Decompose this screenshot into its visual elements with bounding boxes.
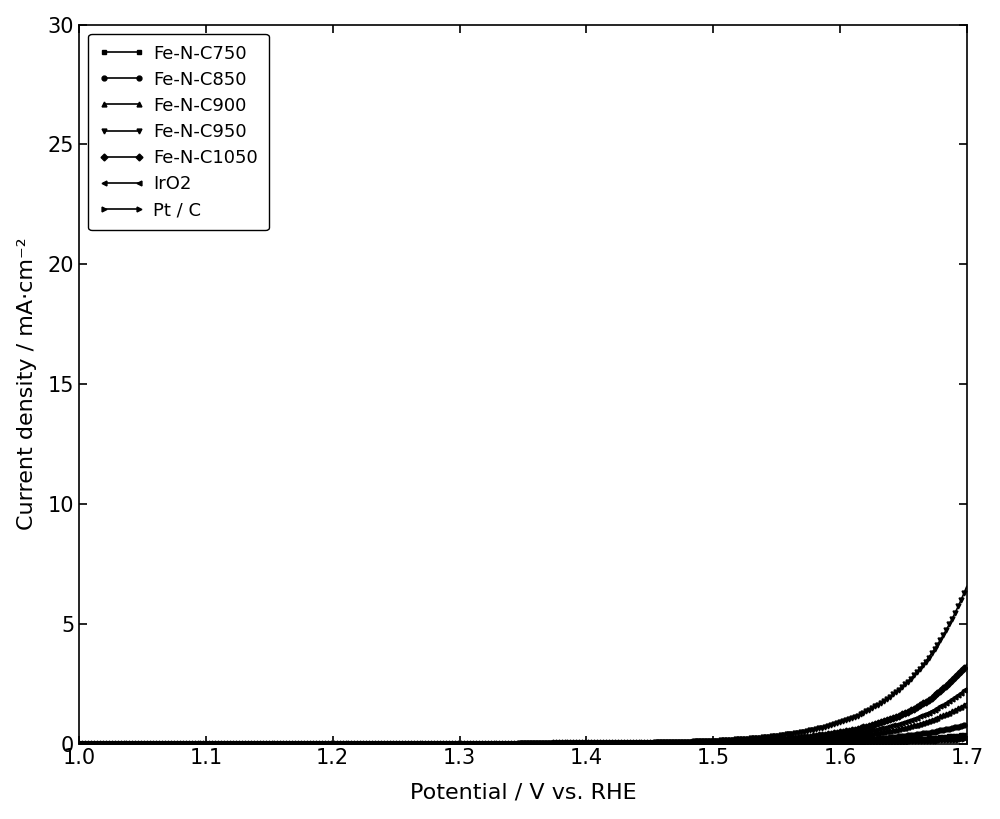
Fe-N-C950 (848, 713, 860, 722)
Fe-N-C1050 (174, 739, 186, 749)
Fe-N-C750 (174, 739, 186, 749)
Fe-N-C1050 (414, 739, 426, 749)
Fe-N-C750 (73, 739, 85, 749)
Fe-N-C900 (848, 731, 860, 741)
Line: Fe-N-C1050: Fe-N-C1050 (77, 662, 969, 746)
Line: Fe-N-C900: Fe-N-C900 (77, 701, 969, 746)
Line: Pt / C: Pt / C (77, 736, 969, 746)
Fe-N-C750 (961, 730, 973, 740)
Fe-N-C850 (943, 724, 955, 734)
IrO2 (174, 739, 186, 749)
Fe-N-C950 (943, 619, 955, 629)
Line: IrO2: IrO2 (77, 686, 969, 746)
Fe-N-C950 (174, 739, 186, 749)
IrO2 (452, 739, 464, 749)
Fe-N-C850 (452, 739, 464, 749)
Pt / C (174, 739, 186, 749)
Pt / C (73, 739, 85, 749)
Fe-N-C1050 (961, 659, 973, 669)
Fe-N-C850 (174, 739, 186, 749)
Pt / C (452, 739, 464, 749)
Fe-N-C850 (961, 719, 973, 729)
Fe-N-C900 (961, 699, 973, 708)
IrO2 (961, 683, 973, 693)
Pt / C (943, 735, 955, 745)
Fe-N-C850 (227, 739, 239, 749)
Fe-N-C900 (227, 739, 239, 749)
Fe-N-C950 (414, 739, 426, 749)
Pt / C (961, 734, 973, 744)
Fe-N-C850 (848, 735, 860, 744)
Fe-N-C900 (73, 739, 85, 749)
IrO2 (414, 739, 426, 749)
IrO2 (227, 739, 239, 749)
Fe-N-C900 (943, 708, 955, 717)
IrO2 (943, 696, 955, 706)
Y-axis label: Current density / mA·cm⁻²: Current density / mA·cm⁻² (17, 238, 37, 531)
IrO2 (848, 729, 860, 739)
Pt / C (414, 739, 426, 749)
Fe-N-C1050 (227, 739, 239, 749)
Fe-N-C1050 (848, 725, 860, 735)
Fe-N-C950 (73, 739, 85, 749)
Fe-N-C1050 (73, 739, 85, 749)
Fe-N-C950 (452, 739, 464, 749)
Fe-N-C750 (414, 739, 426, 749)
Fe-N-C750 (227, 739, 239, 749)
Fe-N-C900 (174, 739, 186, 749)
Fe-N-C900 (452, 739, 464, 749)
Fe-N-C900 (414, 739, 426, 749)
Line: Fe-N-C850: Fe-N-C850 (77, 722, 969, 746)
Fe-N-C1050 (943, 678, 955, 688)
X-axis label: Potential / V vs. RHE: Potential / V vs. RHE (410, 782, 636, 803)
Fe-N-C750 (452, 739, 464, 749)
Pt / C (848, 738, 860, 748)
Fe-N-C750 (848, 737, 860, 747)
Fe-N-C750 (943, 731, 955, 741)
Fe-N-C1050 (452, 739, 464, 749)
Fe-N-C850 (414, 739, 426, 749)
Fe-N-C950 (961, 581, 973, 591)
Fe-N-C950 (227, 739, 239, 749)
Fe-N-C850 (73, 739, 85, 749)
Line: Fe-N-C750: Fe-N-C750 (77, 732, 969, 746)
Line: Fe-N-C950: Fe-N-C950 (77, 584, 969, 746)
IrO2 (73, 739, 85, 749)
Legend: Fe-N-C750, Fe-N-C850, Fe-N-C900, Fe-N-C950, Fe-N-C1050, IrO2, Pt / C: Fe-N-C750, Fe-N-C850, Fe-N-C900, Fe-N-C9… (88, 34, 269, 230)
Pt / C (227, 739, 239, 749)
